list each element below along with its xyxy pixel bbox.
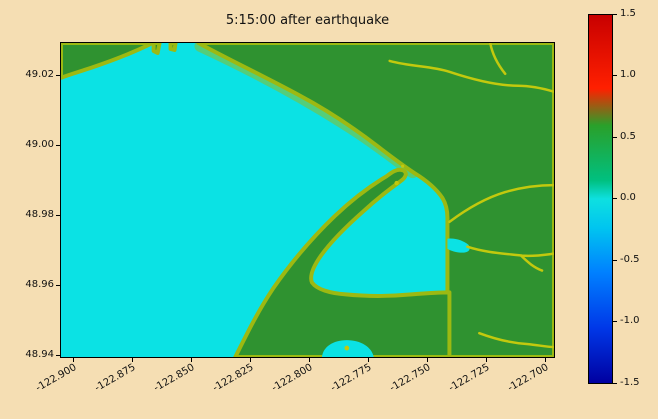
y-tick-mark xyxy=(56,145,60,146)
y-tick-mark xyxy=(56,285,60,286)
colorbar-tick-label: 1.5 xyxy=(620,8,636,19)
shore-streak xyxy=(151,43,162,55)
map-plot xyxy=(60,42,555,358)
shoal-dot xyxy=(394,180,399,186)
x-tick-mark xyxy=(368,358,369,362)
colorbar-tick-mark xyxy=(613,14,617,15)
colorbar-tick-label: -0.5 xyxy=(620,254,640,265)
x-tick-mark xyxy=(545,358,546,362)
spit-and-bottom-land xyxy=(233,167,452,357)
y-tick-mark xyxy=(56,75,60,76)
colorbar-tick-label: -1.5 xyxy=(620,377,640,388)
x-tick-mark xyxy=(132,358,133,362)
y-tick-label: 49.02 xyxy=(25,69,54,80)
creek-path xyxy=(489,43,507,76)
colorbar-gradient xyxy=(588,14,613,384)
corner-land xyxy=(61,43,155,80)
x-tick-mark xyxy=(250,358,251,362)
x-tick-mark xyxy=(191,358,192,362)
colorbar-tick-label: 1.0 xyxy=(620,69,636,80)
y-tick-label: 49.00 xyxy=(25,139,54,150)
y-tick-label: 48.98 xyxy=(25,209,54,220)
creek-notch-inlet xyxy=(447,238,470,253)
creek-path xyxy=(478,331,554,349)
creek-path xyxy=(519,254,544,272)
y-tick-mark xyxy=(56,355,60,356)
y-tick-label: 48.96 xyxy=(25,279,54,290)
shoal-dot xyxy=(401,164,405,168)
shore-streak xyxy=(168,43,178,52)
shoal-dot xyxy=(344,345,350,351)
colorbar-tick-mark xyxy=(613,383,617,384)
plot-title: 5:15:00 after earthquake xyxy=(225,13,390,28)
colorbar-tick-label: -1.0 xyxy=(620,315,640,326)
y-tick-mark xyxy=(56,215,60,216)
colorbar-tick-mark xyxy=(613,260,617,261)
x-tick-mark xyxy=(309,358,310,362)
colorbar-tick-label: 0.0 xyxy=(620,192,636,203)
colorbar-tick-mark xyxy=(613,75,617,76)
colorbar-tick-mark xyxy=(613,198,617,199)
x-tick-mark xyxy=(486,358,487,362)
creek-path xyxy=(388,59,554,93)
y-tick-label: 48.94 xyxy=(25,349,54,360)
colorbar-tick-mark xyxy=(613,321,617,322)
colorbar-tick-mark xyxy=(613,137,617,138)
mainland-land xyxy=(196,43,554,357)
x-tick-mark xyxy=(73,358,74,362)
x-tick-mark xyxy=(427,358,428,362)
map-svg xyxy=(61,43,554,357)
creek-path xyxy=(448,183,554,224)
colorbar-tick-label: 0.5 xyxy=(620,131,636,142)
